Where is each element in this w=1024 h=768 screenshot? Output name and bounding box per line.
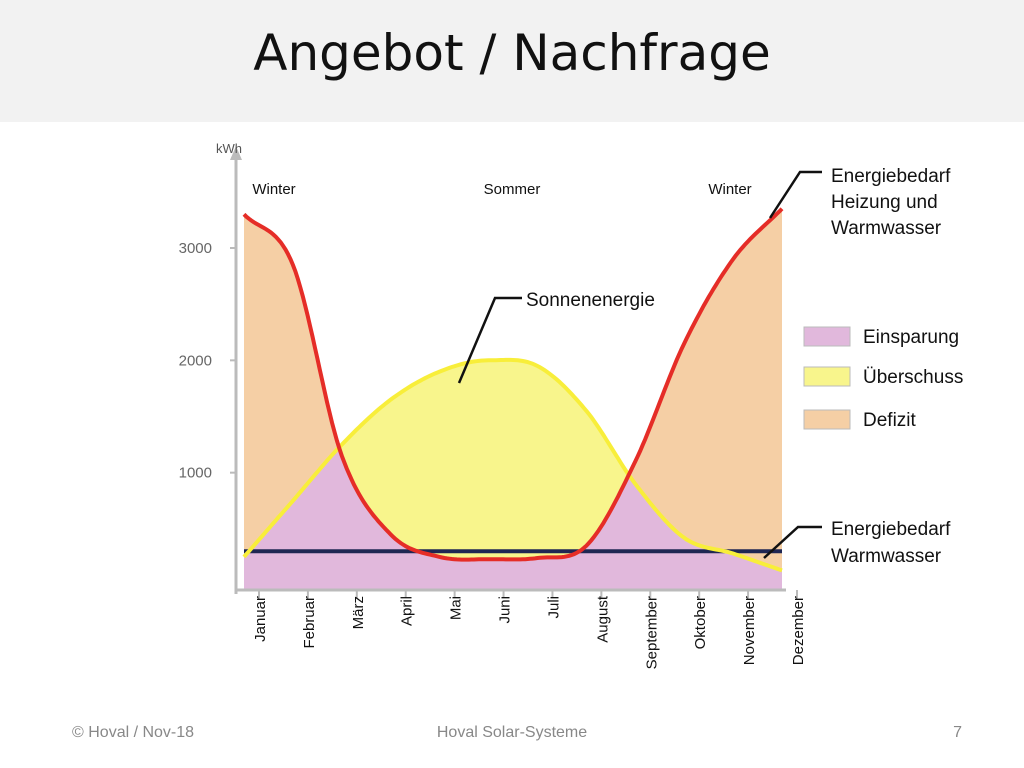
x-tick-label: Juli — [545, 596, 562, 619]
footer-center-text: Hoval Solar-Systeme — [436, 724, 588, 741]
callout-label: Heizung und — [831, 192, 938, 213]
callout-label: Sonnenenergie — [526, 290, 655, 311]
line-sonnenenergie — [242, 357, 783, 573]
y-tick-label: 1000 — [179, 465, 212, 482]
x-tick-label: Mai — [448, 596, 465, 620]
callouts: Energiebedarf Heizung und Warmwasser Sonnen… — [457, 166, 951, 567]
season-labels: Winter Sommer Winter — [252, 181, 751, 198]
legend: Einsparung Überschuss Defizit — [803, 326, 963, 431]
callout-label: Warmwasser — [831, 546, 942, 567]
x-tick-label: November — [741, 596, 758, 665]
legend-swatch — [803, 326, 851, 347]
x-tick-label: März — [350, 596, 367, 629]
legend-label: Defizit — [863, 410, 917, 431]
callout-leader — [763, 525, 822, 559]
ueberschuss-area — [244, 208, 782, 560]
legend-label: Überschuss — [863, 367, 963, 388]
x-tick-label: August — [594, 595, 611, 643]
einsparung-area — [244, 448, 782, 590]
x-tick-label: Februar — [301, 596, 318, 649]
legend-label: Einsparung — [863, 327, 959, 348]
callout-label: Warmwasser — [831, 218, 942, 239]
y-tick-label: 3000 — [179, 240, 212, 257]
y-axis: kWh 1000 2000 3000 — [179, 141, 242, 594]
x-tick-label: Dezember — [790, 596, 807, 665]
chart-regions — [244, 208, 782, 590]
y-tick-label: 2000 — [179, 352, 212, 369]
season-label: Winter — [252, 181, 295, 198]
series-lines — [242, 207, 784, 573]
x-axis: Januar Februar März April Mai Juni Juli August S… — [236, 588, 807, 669]
footer-copyright: © Hoval / Nov-18 — [72, 724, 195, 741]
callout-leader — [768, 170, 822, 219]
line-energiebedarf-heizung — [242, 207, 784, 562]
season-label: Winter — [708, 181, 751, 198]
y-axis-unit: kWh — [216, 141, 242, 156]
season-label: Sommer — [484, 181, 541, 198]
x-tick-label: Juni — [497, 596, 514, 624]
x-tick-label: Oktober — [692, 596, 709, 649]
callout-label: Energiebedarf — [831, 519, 951, 540]
defizit-area — [244, 208, 782, 590]
y-axis-arrow-icon — [230, 146, 242, 160]
legend-swatch — [803, 366, 851, 387]
x-tick-label: Januar — [252, 596, 269, 642]
x-tick-label: September — [643, 596, 660, 669]
callout-label: Energiebedarf — [831, 166, 951, 187]
slide-title: Angebot / Nachfrage — [253, 24, 771, 82]
title-bar — [0, 0, 1024, 122]
callout-leader — [457, 296, 522, 384]
x-tick-label: April — [399, 596, 416, 626]
legend-swatch — [803, 409, 851, 430]
page-number: 7 — [953, 724, 962, 741]
